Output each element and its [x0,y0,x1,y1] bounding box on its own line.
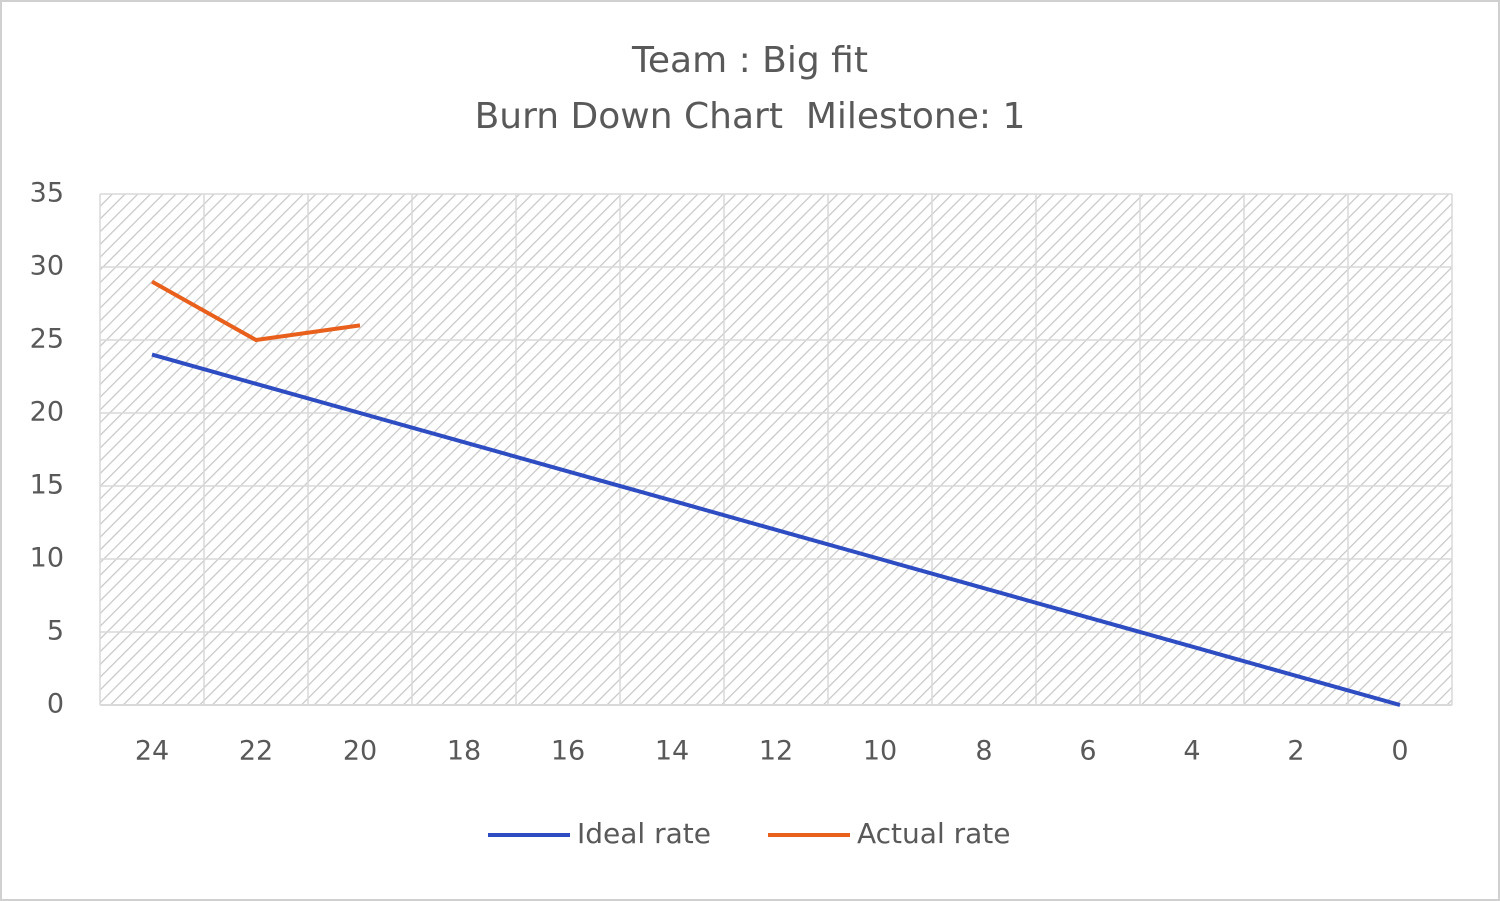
chart-subtitle: Burn Down Chart Milestone: 1 [475,96,1026,137]
series-line [151,279,361,342]
x-tick-label: 10 [863,736,897,767]
y-tick-label: 20 [30,397,64,428]
plot-area [100,194,1452,705]
x-tick-label: 2 [1287,736,1304,767]
x-tick-label: 8 [975,736,992,767]
x-tick-label: 20 [343,736,377,767]
y-tick-label: 10 [30,543,64,574]
legend-label: Actual rate [857,817,1011,850]
series-line [151,352,1401,707]
x-tick-label: 24 [135,736,169,767]
x-tick-label: 22 [239,736,273,767]
x-tick-label: 6 [1079,736,1096,767]
y-tick-label: 35 [30,178,64,209]
y-tick-label: 5 [47,616,64,647]
chart-title: Team : Big fit [631,40,868,81]
y-tick-label: 15 [30,470,64,501]
x-tick-label: 12 [759,736,793,767]
x-tick-label: 0 [1391,736,1408,767]
x-tick-label: 4 [1183,736,1200,767]
y-tick-label: 0 [47,689,64,720]
x-tick-label: 16 [551,736,585,767]
legend-label: Ideal rate [577,817,711,850]
x-tick-label: 18 [447,736,481,767]
y-tick-label: 30 [30,251,64,282]
y-tick-label: 25 [30,324,64,355]
x-tick-label: 14 [655,736,689,767]
